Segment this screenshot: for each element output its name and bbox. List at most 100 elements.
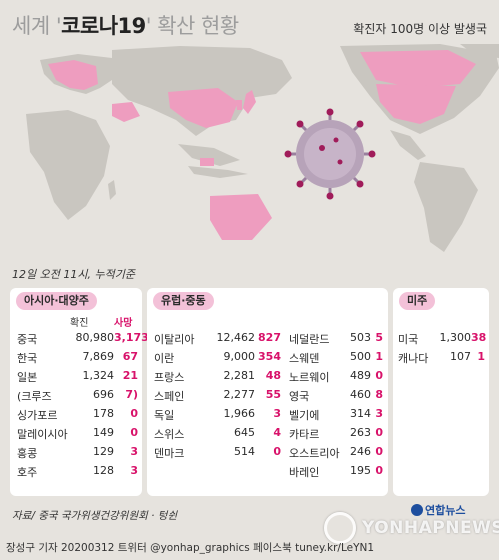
country-name: 호주 [17,466,38,479]
europe-rows-right: 네덜란드 503 5 스웨덴 500 1 노르웨이 489 0 영국 460 8 벨기에 314 3… [287,328,388,480]
death-count: 67 [122,350,138,363]
confirmed-count: 178 [93,407,114,420]
table-row: 벨기에 314 3 [287,404,388,423]
country-name: 오스트리아 [289,447,340,460]
confirmed-count: 460 [350,388,371,401]
country-name: 말레이시아 [17,428,68,441]
table-row: 네덜란드 503 5 [287,328,388,347]
country-name: 프랑스 [154,371,185,384]
watermark-ring-icon [324,512,356,544]
title-keyword: 코로나19 [61,14,146,38]
country-name: 덴마크 [154,447,185,460]
table-row: 일본 1,324 21 [10,366,142,385]
confirmed-count: 149 [93,426,114,439]
asia-rows: 중국 80,980 3,173 한국 7,869 67 일본 1,324 21 (크루즈 69… [10,328,149,480]
country-name: 한국 [17,352,38,365]
country-name: 미국 [398,333,419,346]
map-affected-usa [376,84,456,124]
country-name: 벨기에 [289,409,320,422]
table-row: 스위스 645 4 [147,423,287,442]
country-name: 이탈리아 [154,333,195,346]
confirmed-count: 7,869 [82,350,115,363]
death-count: 0 [130,426,138,439]
confirmed-count: 2,281 [223,369,256,382]
death-count: 48 [265,369,281,382]
table-row: 호주 128 3 [10,461,142,480]
map-land-madagascar [108,180,116,200]
country-name: 일본 [17,371,38,384]
confirmed-count: 80,980 [75,331,115,344]
death-count: 38 [471,331,487,344]
confirmed-count: 195 [350,464,371,477]
map-affected-malaysia [200,158,214,166]
confirmed-count: 128 [93,464,114,477]
death-count: 3 [130,464,138,477]
yonhap-logo-icon [411,504,423,516]
credit-footer: 장성구 기자 20200312 트위터 @yonhap_graphics 페이스… [6,542,375,554]
panel-europe-middle-east: 유럽·중동 이탈리아 12,462 827 이란 9,000 354 프랑스 2,281 4… [147,288,388,496]
confirmed-count: 107 [450,350,471,363]
table-row: 독일 1,966 3 [147,404,287,423]
confirmed-count: 129 [93,445,114,458]
table-row: 말레이시아 149 0 [10,423,142,442]
country-name: 이란 [154,352,175,365]
death-count: 3,173 [114,331,149,344]
death-count: 0 [273,445,281,458]
country-name: 영국 [289,390,310,403]
country-name: 홍콩 [17,447,38,460]
map-affected-europe [48,60,98,90]
page-title: 세계 '코로나19' 확산 현황 [12,10,239,40]
europe-rows-left: 이탈리아 12,462 827 이란 9,000 354 프랑스 2,281 48 스페인 2… [147,328,287,461]
confirmed-count: 696 [93,388,114,401]
table-row: 미국 1,300 38 [393,328,489,347]
header: 세계 '코로나19' 확산 현황 확진자 100명 이상 발생국 [0,0,499,44]
table-row: 스페인 2,277 55 [147,385,287,404]
confirmed-count: 1,324 [82,369,115,382]
region-header-americas: 미주 [399,292,436,310]
confirmed-count: 9,000 [223,350,256,363]
death-count: 55 [265,388,281,401]
map-affected-korea [236,100,242,110]
table-row: 중국 80,980 3,173 [10,328,149,347]
table-row: (크루즈 696 7) [10,385,142,404]
table-row: 홍콩 129 3 [10,442,142,461]
country-name: 스위스 [154,428,185,441]
timestamp: 12일 오전 11시, 누적기준 [12,268,135,281]
map-affected-australia [210,194,272,240]
country-name: 스웨덴 [289,352,320,365]
death-count: 0 [375,369,383,382]
country-name: 네덜란드 [289,333,330,346]
death-count: 354 [258,350,281,363]
source-note: 자료/ 중국 국가위생건강위원회 · 텅쉰 [12,510,178,522]
death-count: 21 [122,369,138,382]
confirmed-count: 12,462 [216,331,256,344]
confirmed-count: 2,277 [223,388,256,401]
table-row: 캐나다 107 1 [393,347,489,366]
death-count: 0 [375,445,383,458]
country-name: (크루즈 [17,390,52,403]
table-row: 영국 460 8 [287,385,388,404]
page-subtitle: 확진자 100명 이상 발생국 [353,22,487,36]
death-count: 1 [375,350,383,363]
country-name: 바레인 [289,466,320,479]
panel-asia-oceania: 아시아·대양주 확진 사망 중국 80,980 3,173 한국 7,869 67 일본… [10,288,149,496]
map-affected-japan [243,90,256,114]
column-deaths: 사망 [114,318,133,329]
death-count: 1 [477,350,485,363]
map-land-indonesia [188,166,248,178]
country-name: 노르웨이 [289,371,330,384]
map-land-africa [26,110,110,220]
map-land-greenland [460,44,499,58]
region-header-asia: 아시아·대양주 [16,292,97,310]
country-name: 싱가포르 [17,409,58,422]
country-name: 독일 [154,409,175,422]
confirmed-count: 314 [350,407,371,420]
table-row: 한국 7,869 67 [10,347,142,366]
death-count: 3 [273,407,281,420]
death-count: 5 [375,331,383,344]
table-row: 카타르 263 0 [287,423,388,442]
table-row: 프랑스 2,281 48 [147,366,287,385]
death-count: 0 [130,407,138,420]
table-row: 스웨덴 500 1 [287,347,388,366]
table-row: 싱가포르 178 0 [10,404,142,423]
